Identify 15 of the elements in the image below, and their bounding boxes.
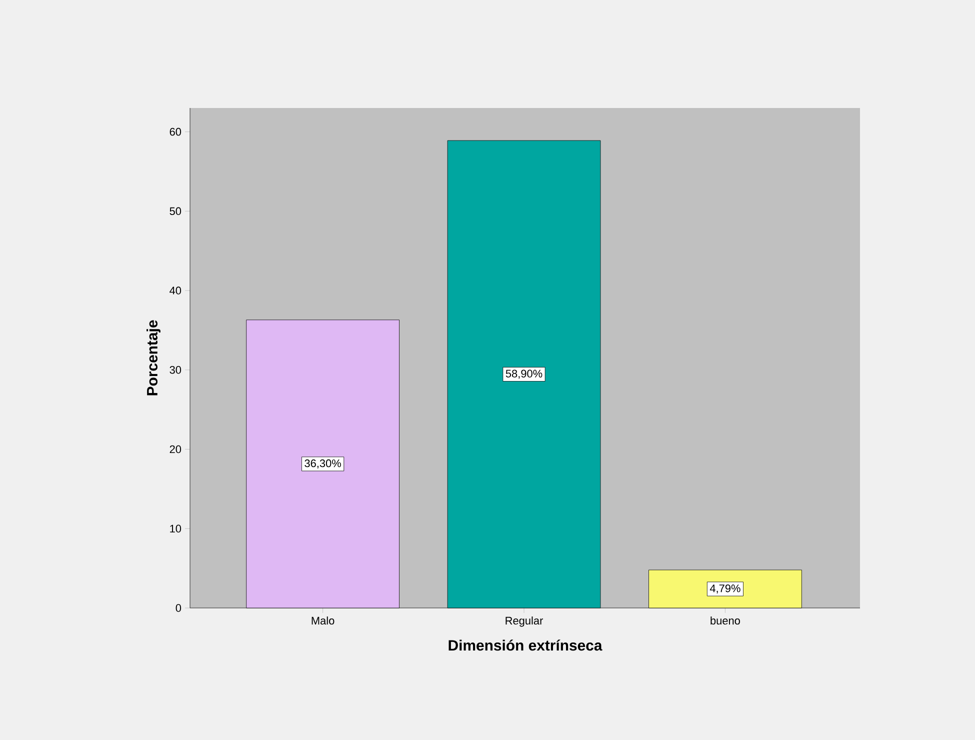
data-label: 36,30% (304, 459, 341, 468)
x-tick-label: bueno (710, 616, 740, 625)
y-tick-label: 10 (170, 524, 182, 532)
y-tick-label: 0 (176, 604, 182, 612)
y-tick-label: 30 (170, 366, 182, 374)
y-tick-label: 60 (170, 128, 182, 136)
y-tick-label: 50 (170, 207, 182, 216)
data-label: 4,79% (710, 584, 740, 594)
data-label: 58,90% (506, 370, 542, 379)
x-tick-label: Malo (312, 616, 334, 625)
x-axis-title: Dimensión extrínseca (448, 640, 602, 651)
y-axis-title: Porcentaje (146, 320, 160, 396)
y-tick-label: 40 (170, 286, 182, 294)
x-tick-label: Regular (506, 616, 544, 627)
y-tick-label: 20 (170, 445, 182, 454)
